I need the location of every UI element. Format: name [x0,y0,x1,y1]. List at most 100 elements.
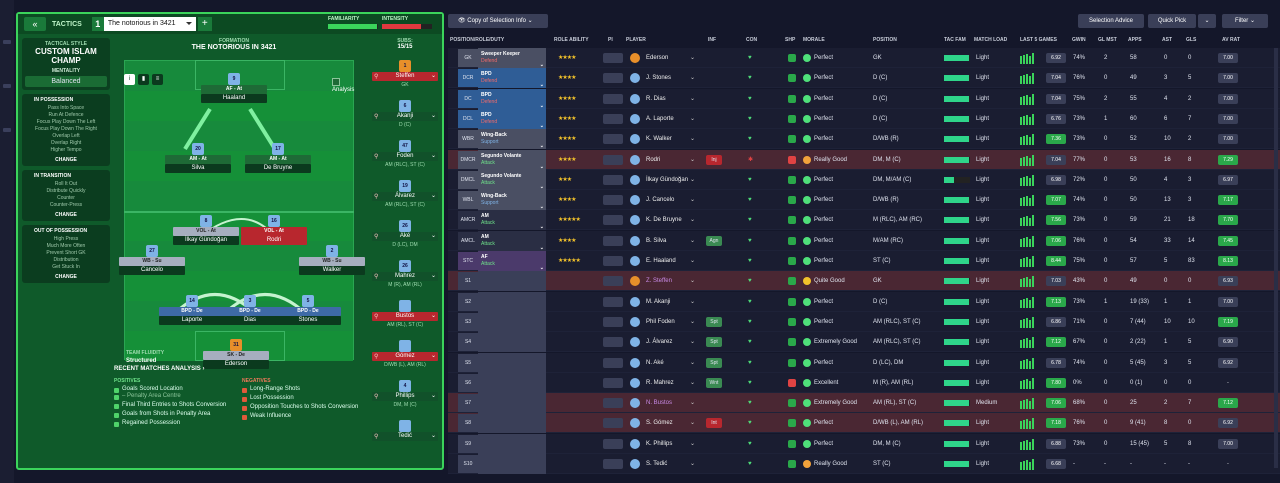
player-name[interactable]: N. Aké [646,359,664,366]
player-name[interactable]: J. Cancelo [646,197,675,204]
sub-name-bar[interactable]: ⚲ Foden ⌄ [372,152,438,161]
sub-name-bar[interactable]: ⚲ Aké ⌄ [372,232,438,241]
chevron-down-icon[interactable]: ⌄ [690,379,696,386]
role-duty-select[interactable] [478,454,546,474]
chevron-down-icon[interactable]: ⌄ [539,204,544,211]
sub-name-bar[interactable]: ⚲ Tedić ⌄ [372,432,438,441]
col-inf[interactable]: INF [708,37,717,43]
info-view-button[interactable]: i [124,74,135,85]
chevron-down-icon[interactable]: ⌄ [539,224,544,231]
chevron-down-icon[interactable]: ⌄ [430,273,436,279]
sub-name-bar[interactable]: ⚲ Bustos ⌄ [372,312,438,321]
tactical-style-box[interactable]: TACTICAL STYLE CUSTOM ISLAM CHAMP MENTAL… [22,38,110,90]
col-position-2[interactable]: POSITION [873,37,897,43]
player-name[interactable]: J. Stones [646,75,672,82]
col-player[interactable]: PLAYER [626,37,646,43]
role-duty-select[interactable] [478,271,546,292]
sub-name-bar[interactable]: ⚲ Álvarez ⌄ [372,192,438,201]
player-instructions-icon[interactable] [603,195,623,206]
player-instructions-icon[interactable] [603,235,623,246]
player-name[interactable]: B. Silva [646,237,667,244]
chevron-down-icon[interactable]: ⌄ [690,75,696,82]
chevron-down-icon[interactable]: ⌄ [539,244,544,251]
sub-player[interactable]: 19 ⚲ Álvarez ⌄ AM (RLC), ST (C) [372,180,438,216]
player-name[interactable]: Z. Steffen [646,278,672,285]
player-instructions-icon[interactable] [603,459,623,469]
pitch-player[interactable]: 8 VOL - At İlkay Gündoğan [173,215,239,245]
role-duty-select[interactable]: BPD Defend ⌄ [478,88,546,109]
table-row[interactable]: S2 M. Akanji ⌄ ♥ Perfect D (C) Light 7.13 73% 1 19… [448,291,1280,312]
analysis-toggle[interactable]: Analysis [332,78,364,93]
player-instructions-icon[interactable] [603,296,623,307]
sub-name-bar[interactable]: ⚲ Phillips ⌄ [372,392,438,401]
chevron-down-icon[interactable]: ⌄ [430,153,436,159]
out-of-possession-change-button[interactable]: CHANGE [55,274,77,280]
stats-view-button[interactable]: ▮ [138,74,149,85]
filter-button[interactable]: Filter ⌄ [1222,14,1268,28]
col-role-ability[interactable]: ROLE ABILITY [554,37,589,43]
player-name[interactable]: J. Álvarez [646,339,673,346]
col-tac-fam[interactable]: TAC FAM [944,37,966,43]
player-instructions-icon[interactable] [603,276,623,287]
table-row[interactable]: S10 S. Tedić ⌄ ♥ Really Good ST (C) Light 6.68 -… [448,454,1280,474]
copy-selection-info-select[interactable]: 👁 Copy of Selection Info ⌄ [448,14,548,28]
player-name[interactable]: S. Gómez [646,420,673,427]
player-instructions-icon[interactable] [603,377,623,388]
chevron-down-icon[interactable]: ⌄ [430,353,436,359]
player-name[interactable]: K. Phillips [646,440,673,447]
col-morale[interactable]: MORALE [803,37,825,43]
role-duty-select[interactable] [478,413,546,434]
player-instructions-icon[interactable] [603,256,623,266]
formation-name-select[interactable]: THE NOTORIOUS IN 3421 [191,44,277,51]
chevron-down-icon[interactable]: ⌄ [539,265,544,271]
sub-player[interactable]: 47 ⚲ Foden ⌄ AM (RLC), ST (C) [372,140,438,176]
table-row[interactable]: AMCL AM Attack ⌄ ★★★★ B. Silva ⌄ Agn ♥ Perfect M/A… [448,230,1280,251]
player-instructions-icon[interactable] [603,134,623,145]
table-row[interactable]: S9 K. Phillips ⌄ ♥ Perfect DM, M (C) Light 6.88… [448,433,1280,454]
chevron-down-icon[interactable]: ⌄ [690,156,696,163]
role-duty-select[interactable] [478,332,546,353]
role-duty-select[interactable]: Sweeper Keeper Defend ⌄ [478,48,546,68]
chevron-down-icon[interactable]: ⌄ [690,258,696,264]
table-row[interactable]: DMCL Segundo Volante Attack ⌄ ★★★ İlkay Gündo… [448,169,1280,190]
chevron-down-icon[interactable]: ⌄ [539,82,544,89]
player-instructions-icon[interactable] [603,337,623,348]
role-duty-select[interactable]: BPD Defend ⌄ [478,108,546,129]
role-duty-select[interactable] [478,393,546,414]
chevron-down-icon[interactable]: ⌄ [690,95,696,102]
col-last5[interactable]: LAST 5 GAMES [1020,37,1057,43]
chevron-down-icon[interactable]: ⌄ [539,183,544,190]
player-name[interactable]: Ederson [646,55,669,61]
nav-strip[interactable] [0,0,14,483]
selection-advice-button[interactable]: Selection Advice [1078,14,1144,28]
chevron-down-icon[interactable]: ⌄ [430,193,436,199]
pitch-player[interactable]: 27 WB - Su Cancelo [119,245,185,275]
col-pi[interactable]: PI [608,37,613,43]
mentality-select[interactable]: Balanced [25,76,107,87]
in-possession-change-button[interactable]: CHANGE [55,157,77,163]
player-role[interactable]: BPD - De [159,307,225,316]
role-duty-select[interactable] [478,352,546,373]
sub-name-bar[interactable]: ⚲ Akanji ⌄ [372,112,438,121]
sub-name-bar[interactable]: ⚲ Gómez ⌄ [372,352,438,361]
player-role[interactable]: WB - Su [299,257,365,266]
chevron-down-icon[interactable]: ⌄ [690,136,696,143]
pitch-player[interactable]: 16 VOL - At Rodri [241,215,307,245]
player-instructions-icon[interactable] [603,174,623,185]
player-name[interactable]: K. Walker [646,136,672,143]
chevron-down-icon[interactable]: ⌄ [690,298,696,305]
col-gwin[interactable]: GWIN [1072,37,1086,43]
table-row[interactable]: STC AF Attack ⌄ ★★★★★ E. Haaland ⌄ ♥ Perfect ST (… [448,251,1280,271]
chevron-down-icon[interactable]: ⌄ [430,73,436,79]
chevron-down-icon[interactable]: ⌄ [690,461,696,467]
player-name[interactable]: M. Akanji [646,298,671,305]
col-shp[interactable]: SHP [785,37,796,43]
table-row[interactable]: WBR Wing-Back Support ⌄ ★★★★ K. Walker ⌄ ♥ Perfe… [448,129,1280,150]
player-name[interactable]: S. Tedić [646,461,668,467]
player-role[interactable]: WB - Su [119,257,185,266]
add-tactic-button[interactable]: + [197,17,212,31]
role-duty-select[interactable] [478,311,546,332]
chevron-down-icon[interactable]: ⌄ [539,102,544,109]
player-name[interactable]: K. De Bruyne [646,217,682,224]
pitch-player[interactable]: 14 BPD - De Laporte [159,295,225,325]
